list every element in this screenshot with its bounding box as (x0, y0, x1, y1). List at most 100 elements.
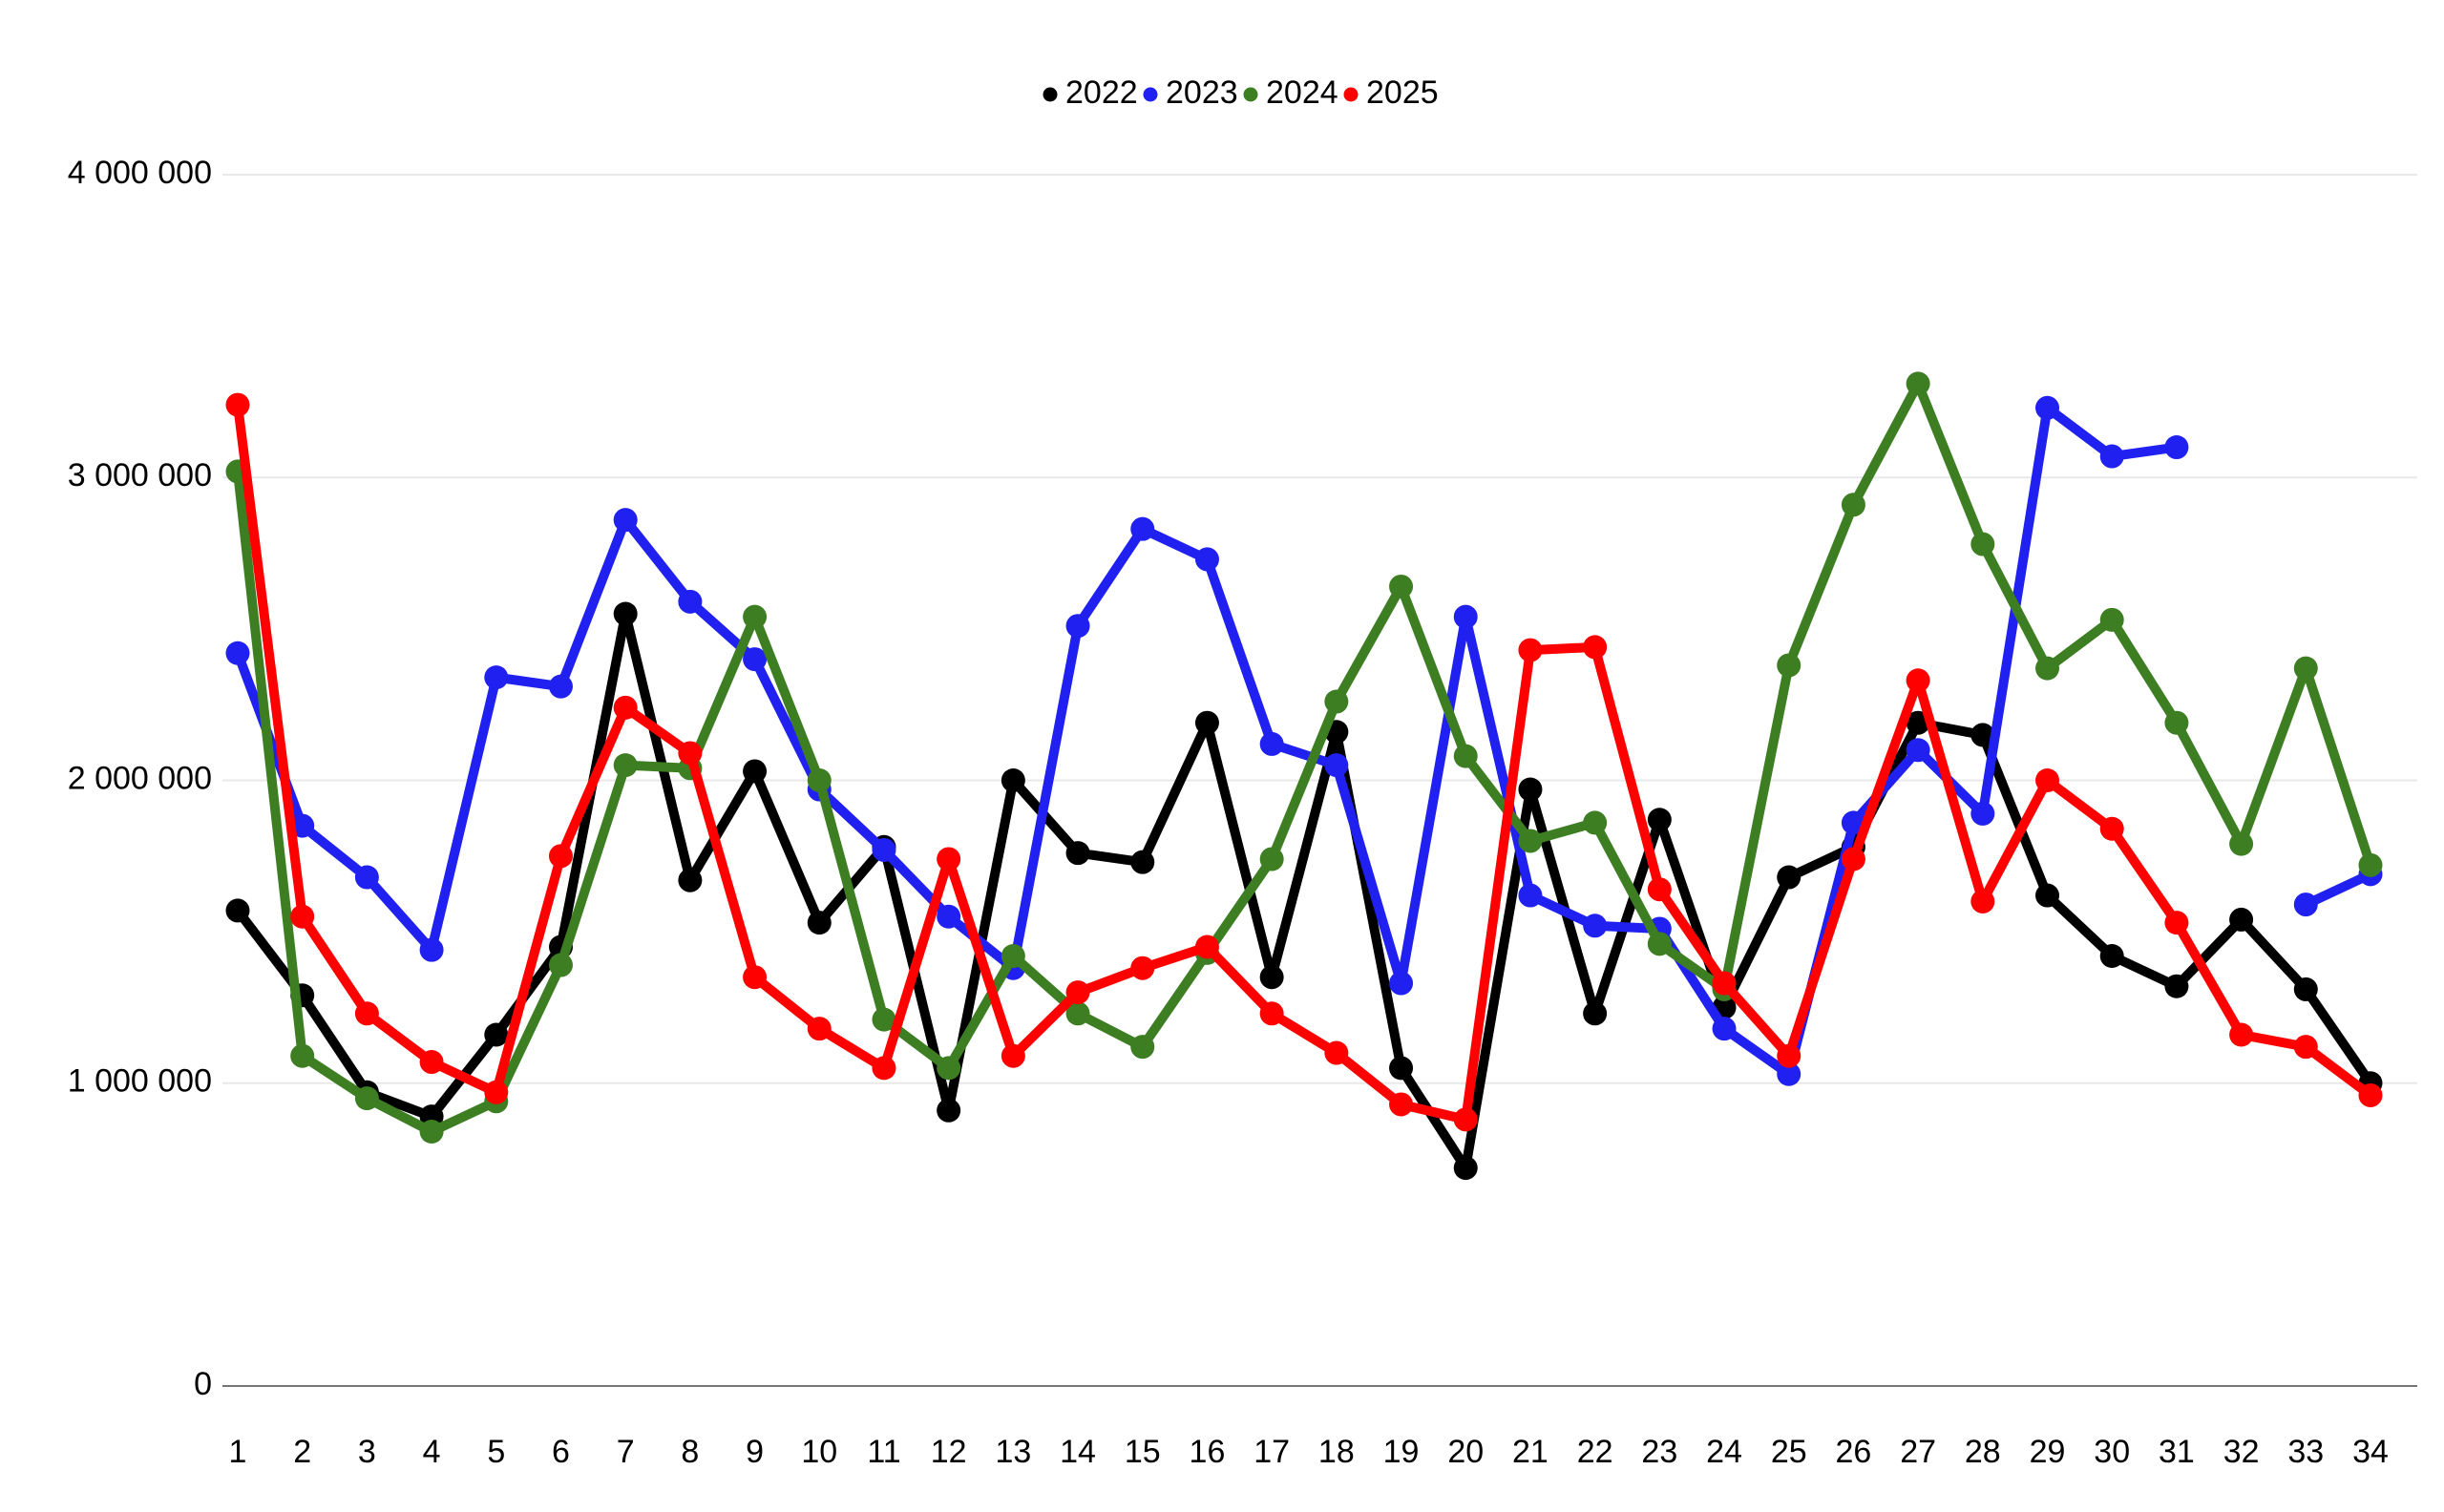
data-point-2025-31 (2164, 911, 2189, 935)
x-tick-label: 33 (2287, 1434, 2324, 1470)
x-tick-label: 23 (1641, 1434, 1677, 1470)
data-point-2024-19 (1389, 574, 1414, 598)
x-tick-label: 4 (423, 1434, 441, 1470)
data-point-2025-4 (419, 1050, 444, 1075)
data-point-2025-34 (2358, 1082, 2383, 1107)
data-point-2022-29 (2035, 883, 2060, 908)
legend-item-2025: 2025 (1343, 74, 1439, 111)
x-tick-label: 20 (1447, 1434, 1484, 1470)
series-layer (225, 371, 2383, 1181)
x-tick-label: 22 (1577, 1434, 1613, 1470)
data-point-2025-7 (613, 695, 638, 720)
data-point-2025-10 (807, 1017, 832, 1041)
data-point-2025-14 (1065, 980, 1090, 1005)
data-point-2025-19 (1389, 1092, 1414, 1117)
data-point-2024-34 (2358, 852, 2383, 877)
data-point-2025-28 (1970, 889, 1995, 914)
x-tick-label: 9 (746, 1434, 764, 1470)
data-point-2022-15 (1130, 850, 1155, 874)
data-point-2023-18 (1324, 753, 1349, 778)
data-point-2025-21 (1518, 638, 1543, 662)
data-point-2025-24 (1712, 971, 1737, 996)
data-point-2023-15 (1130, 516, 1155, 541)
legend-label-2022: 2022 (1065, 74, 1138, 111)
x-tick-label: 26 (1836, 1434, 1872, 1470)
data-point-2022-20 (1453, 1156, 1478, 1181)
data-point-2022-7 (613, 601, 638, 626)
x-tick-label: 7 (617, 1434, 635, 1470)
data-point-2024-25 (1777, 653, 1801, 678)
data-point-2023-33 (2293, 892, 2318, 917)
data-point-2025-3 (354, 1001, 379, 1026)
data-point-2025-16 (1194, 934, 1219, 959)
data-point-2024-12 (937, 1056, 961, 1081)
data-point-2024-4 (419, 1120, 444, 1144)
data-point-2024-33 (2293, 656, 2318, 681)
data-point-2023-20 (1453, 604, 1478, 629)
data-point-2025-30 (2099, 816, 2124, 841)
legend-swatch-2025 (1343, 87, 1359, 102)
x-tick-label: 13 (995, 1434, 1031, 1470)
data-point-2023-6 (548, 674, 573, 699)
data-point-2025-32 (2229, 1022, 2254, 1047)
legend-item-2023: 2023 (1143, 74, 1238, 111)
x-tick-label: 12 (931, 1434, 967, 1470)
data-point-2024-32 (2229, 831, 2254, 856)
data-point-2022-32 (2229, 907, 2254, 932)
x-tick-label: 17 (1254, 1434, 1290, 1470)
data-point-2023-30 (2099, 444, 2124, 469)
data-point-2023-28 (1970, 801, 1995, 826)
data-point-2022-30 (2099, 944, 2124, 969)
data-point-2024-13 (1001, 944, 1025, 969)
x-tick-label: 31 (2159, 1434, 2195, 1470)
data-point-2023-22 (1583, 914, 1608, 938)
legend: 2022 2023 2024 2025 (1043, 74, 1439, 111)
data-point-2025-33 (2293, 1035, 2318, 1060)
x-tick-label: 14 (1060, 1434, 1096, 1470)
data-point-2023-16 (1194, 547, 1219, 572)
x-tick-label: 5 (487, 1434, 505, 1470)
x-tick-label: 16 (1190, 1434, 1226, 1470)
x-tick-label: 11 (867, 1434, 900, 1470)
data-point-2024-28 (1970, 532, 1995, 556)
series-2023 (225, 395, 2383, 1086)
x-tick-label: 29 (2030, 1434, 2066, 1470)
data-point-2023-17 (1259, 731, 1284, 756)
x-tick-label: 30 (2094, 1434, 2130, 1470)
data-point-2022-21 (1518, 777, 1543, 802)
data-point-2023-21 (1518, 883, 1543, 908)
data-point-2022-25 (1777, 865, 1801, 890)
data-point-2022-28 (1970, 723, 1995, 747)
data-point-2023-19 (1389, 971, 1414, 996)
data-point-2023-24 (1712, 1017, 1737, 1041)
x-tick-label: 1 (229, 1434, 247, 1470)
data-point-2025-6 (548, 844, 573, 869)
y-tick-label: 0 (194, 1366, 212, 1402)
data-point-2024-30 (2099, 607, 2124, 632)
series-2024 (225, 371, 2383, 1144)
x-tick-label: 15 (1125, 1434, 1161, 1470)
legend-item-2024: 2024 (1243, 74, 1338, 111)
data-point-2023-12 (937, 904, 961, 929)
data-point-2025-22 (1583, 635, 1608, 660)
data-point-2025-5 (484, 1080, 509, 1104)
data-point-2025-15 (1130, 956, 1155, 980)
legend-swatch-2023 (1143, 87, 1158, 102)
data-point-2025-29 (2035, 768, 2060, 792)
data-point-2024-3 (354, 1086, 379, 1111)
data-point-2024-15 (1130, 1035, 1155, 1060)
data-point-2024-2 (290, 1043, 315, 1068)
series-line-2025 (233, 400, 2375, 1124)
data-point-2024-6 (548, 953, 573, 977)
data-point-2022-8 (678, 868, 703, 892)
x-tick-label: 25 (1771, 1434, 1807, 1470)
data-point-2023-31 (2164, 435, 2189, 460)
data-point-2025-13 (1001, 1043, 1025, 1068)
data-point-2022-12 (937, 1098, 961, 1123)
data-point-2022-16 (1194, 710, 1219, 735)
data-point-2023-9 (743, 647, 768, 672)
data-point-2024-31 (2164, 710, 2189, 735)
data-point-2025-23 (1647, 877, 1672, 902)
